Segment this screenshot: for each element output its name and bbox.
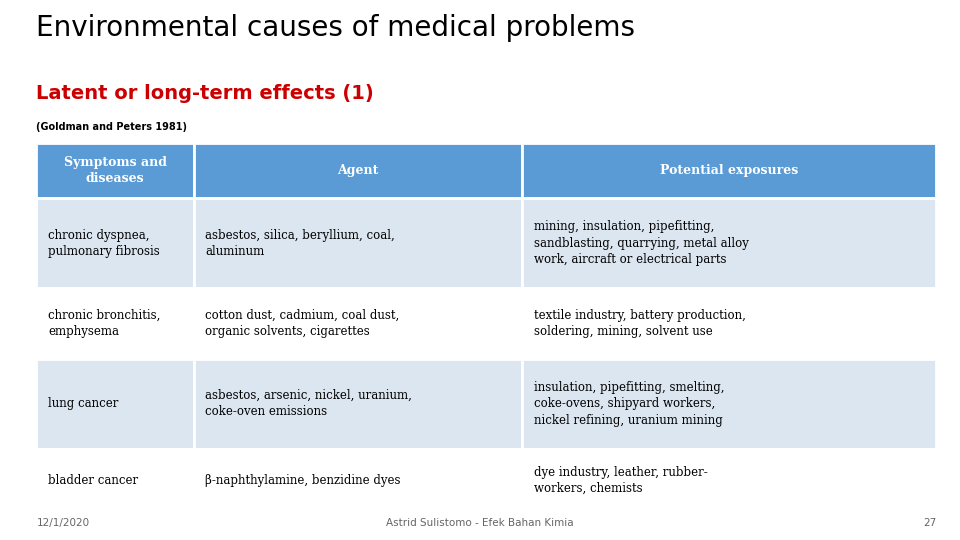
Bar (194, 198, 522, 288)
Text: Astrid Sulistomo - Efek Bahan Kimia: Astrid Sulistomo - Efek Bahan Kimia (386, 518, 574, 528)
Text: insulation, pipefitting, smelting,
coke-ovens, shipyard workers,
nickel refining: insulation, pipefitting, smelting, coke-… (534, 381, 724, 427)
Text: 27: 27 (923, 518, 936, 528)
Text: asbestos, silica, beryllium, coal,
aluminum: asbestos, silica, beryllium, coal, alumi… (205, 228, 396, 258)
Bar (194, 359, 522, 449)
Bar (194, 288, 522, 359)
Bar (522, 198, 936, 288)
Text: asbestos, arsenic, nickel, uranium,
coke-oven emissions: asbestos, arsenic, nickel, uranium, coke… (205, 389, 412, 419)
Bar (36, 449, 194, 512)
Bar (194, 449, 522, 512)
Text: chronic dyspnea,
pulmonary fibrosis: chronic dyspnea, pulmonary fibrosis (48, 228, 159, 258)
Bar (36, 198, 194, 288)
Text: (Goldman and Peters 1981): (Goldman and Peters 1981) (36, 122, 187, 132)
Text: Potential exposures: Potential exposures (660, 164, 798, 177)
Text: cotton dust, cadmium, coal dust,
organic solvents, cigarettes: cotton dust, cadmium, coal dust, organic… (205, 309, 399, 338)
Bar (522, 449, 936, 512)
Text: lung cancer: lung cancer (48, 397, 118, 410)
Text: Environmental causes of medical problems: Environmental causes of medical problems (36, 14, 636, 42)
Text: Latent or long-term effects (1): Latent or long-term effects (1) (36, 84, 374, 103)
Text: Agent: Agent (337, 164, 379, 177)
Text: dye industry, leather, rubber-
workers, chemists: dye industry, leather, rubber- workers, … (534, 465, 708, 495)
Text: textile industry, battery production,
soldering, mining, solvent use: textile industry, battery production, so… (534, 309, 746, 338)
Text: Symptoms and
diseases: Symptoms and diseases (63, 156, 167, 185)
Bar (522, 359, 936, 449)
Text: bladder cancer: bladder cancer (48, 474, 138, 487)
Text: chronic bronchitis,
emphysema: chronic bronchitis, emphysema (48, 309, 160, 338)
Bar (194, 143, 522, 198)
Bar (522, 143, 936, 198)
Bar (522, 288, 936, 359)
Bar (36, 288, 194, 359)
Bar (36, 359, 194, 449)
Text: 12/1/2020: 12/1/2020 (36, 518, 89, 528)
Text: β-naphthylamine, benzidine dyes: β-naphthylamine, benzidine dyes (205, 474, 401, 487)
Bar (36, 143, 194, 198)
Text: mining, insulation, pipefitting,
sandblasting, quarrying, metal alloy
work, airc: mining, insulation, pipefitting, sandbla… (534, 220, 749, 266)
